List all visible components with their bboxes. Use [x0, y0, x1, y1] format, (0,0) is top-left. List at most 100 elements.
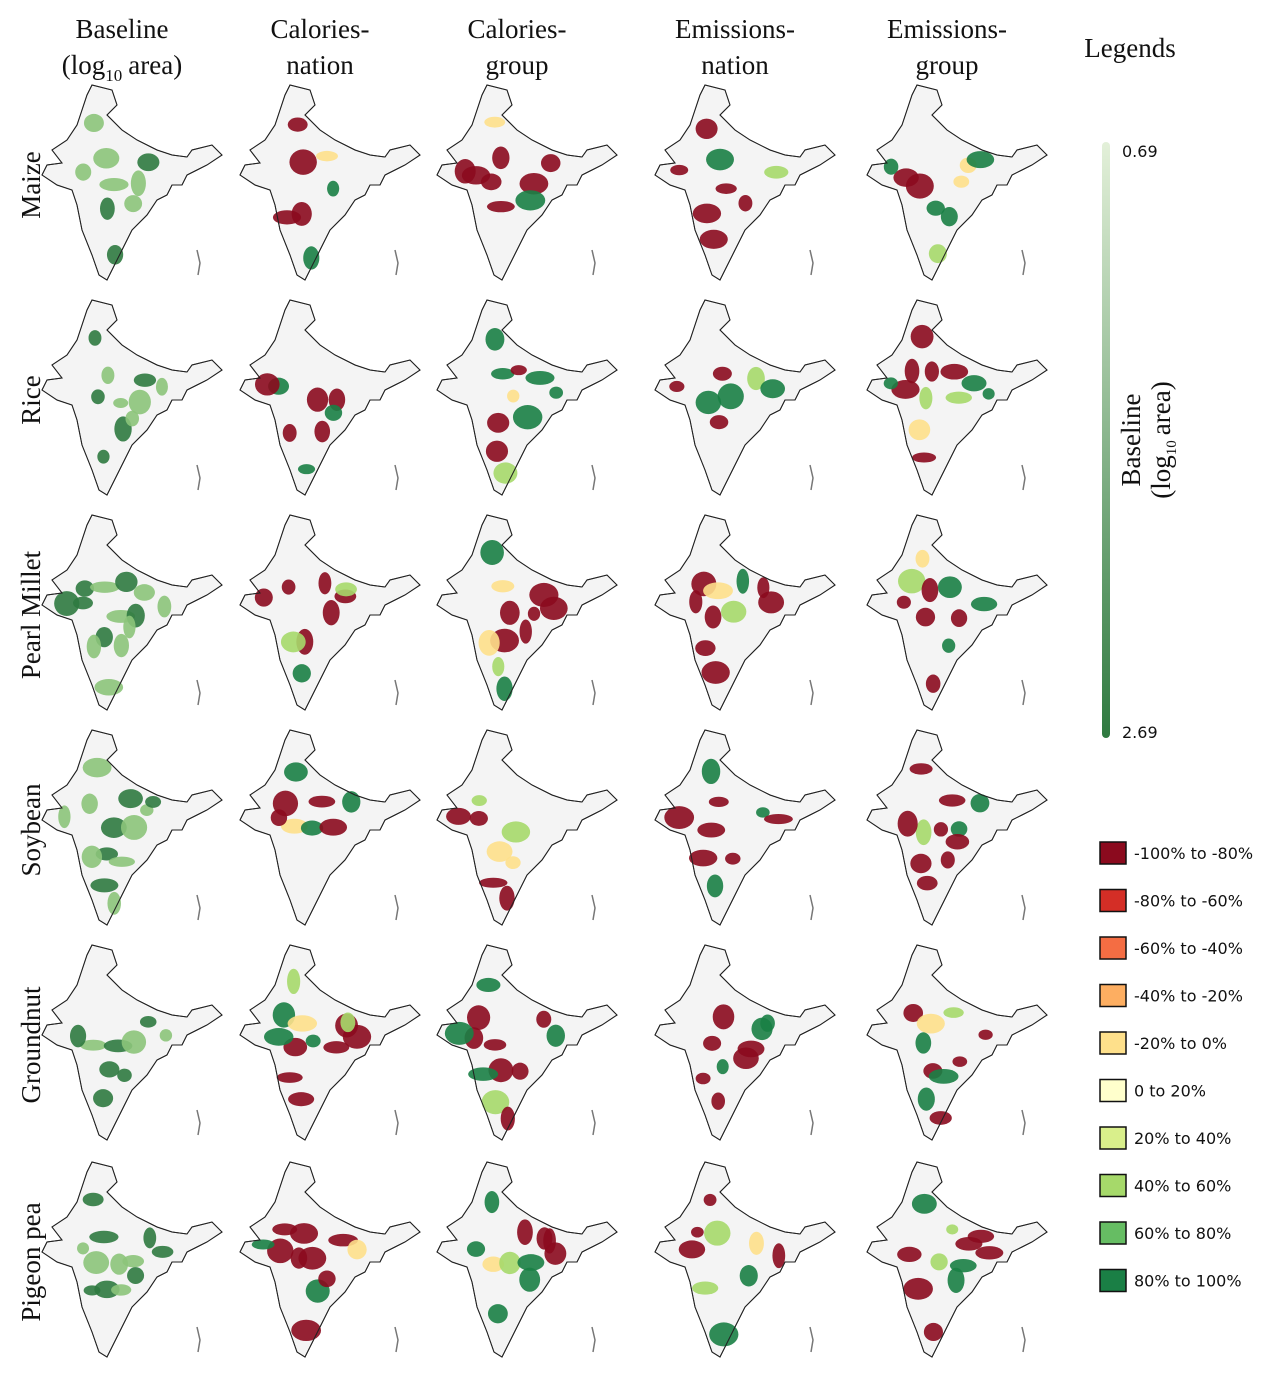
- map-region: [549, 387, 563, 399]
- map-region: [97, 450, 109, 464]
- map-region: [480, 540, 504, 565]
- map-region: [122, 1030, 146, 1053]
- map-region: [924, 1323, 943, 1341]
- map-region: [540, 597, 568, 620]
- column-header: group: [486, 50, 549, 80]
- map-region: [342, 791, 360, 812]
- map-region: [467, 1241, 485, 1257]
- map-region: [946, 1224, 958, 1234]
- legend-swatch: [1100, 1222, 1126, 1244]
- map-region: [925, 361, 939, 381]
- island: [1022, 465, 1025, 490]
- map-region: [325, 405, 342, 421]
- legend-label: -60% to -40%: [1134, 939, 1243, 958]
- map-region: [99, 1061, 119, 1077]
- map-region: [764, 166, 788, 179]
- map-region: [711, 1093, 725, 1110]
- legend-label: -20% to 0%: [1134, 1034, 1227, 1053]
- map-region: [115, 572, 137, 592]
- map-region: [87, 635, 101, 659]
- map-region: [700, 230, 728, 249]
- colorbar-max: 0.69: [1122, 142, 1158, 161]
- map-region: [100, 197, 115, 219]
- island: [197, 895, 200, 920]
- island: [197, 680, 200, 705]
- map-region: [737, 569, 750, 594]
- map-region: [898, 569, 925, 594]
- map: [437, 1162, 617, 1357]
- island: [592, 1110, 595, 1135]
- map-region: [318, 572, 331, 594]
- map-region: [939, 794, 966, 806]
- map-region: [484, 1039, 507, 1051]
- map: [867, 515, 1047, 710]
- map-region: [689, 590, 702, 613]
- island: [592, 1327, 595, 1352]
- map: [240, 300, 420, 495]
- map-region: [929, 244, 947, 263]
- map-region: [455, 159, 476, 184]
- island: [1022, 1110, 1025, 1135]
- map-region: [716, 183, 737, 194]
- island: [1022, 250, 1025, 275]
- map-region: [288, 117, 308, 131]
- map-region: [137, 153, 159, 171]
- island: [810, 1327, 813, 1352]
- map: [240, 85, 420, 280]
- map-region: [485, 1191, 500, 1213]
- map-region: [702, 661, 730, 684]
- map-region: [520, 619, 532, 643]
- map-region: [946, 834, 970, 849]
- map-region: [513, 405, 542, 429]
- map-region: [910, 854, 931, 873]
- map-region: [703, 1036, 721, 1051]
- map-region: [492, 147, 509, 170]
- island: [810, 680, 813, 705]
- map-region: [911, 325, 934, 348]
- legend-label: 40% to 60%: [1134, 1177, 1231, 1196]
- map-region: [515, 190, 545, 210]
- row-label: Groundnut: [16, 986, 46, 1103]
- map: [42, 730, 222, 925]
- map-region: [910, 763, 933, 774]
- legend-label: -80% to -60%: [1134, 892, 1243, 911]
- map-region: [122, 1255, 144, 1267]
- map: [655, 945, 835, 1140]
- column-header: Emissions-: [887, 14, 1007, 44]
- island: [810, 895, 813, 920]
- map-outline: [867, 945, 1047, 1140]
- map: [240, 515, 420, 710]
- island: [592, 465, 595, 490]
- legend-swatch: [1100, 1032, 1126, 1054]
- map-region: [499, 886, 514, 911]
- map-region: [93, 1089, 113, 1107]
- map-region: [493, 462, 517, 483]
- map-region: [884, 377, 898, 389]
- island: [592, 895, 595, 920]
- map: [437, 945, 617, 1140]
- map-region: [915, 1032, 931, 1053]
- map-region: [484, 117, 505, 128]
- map-region: [664, 806, 694, 829]
- legend-label: -100% to -80%: [1134, 844, 1253, 863]
- map-region: [492, 657, 504, 676]
- map: [42, 85, 222, 280]
- legend-swatch: [1100, 1175, 1126, 1197]
- island: [395, 250, 398, 275]
- map-region: [90, 878, 118, 892]
- map: [655, 730, 835, 925]
- island: [197, 1110, 200, 1135]
- map-region: [89, 1231, 118, 1243]
- map-region: [488, 1304, 508, 1323]
- map-region: [129, 390, 151, 415]
- map-region: [123, 616, 135, 639]
- island: [810, 1110, 813, 1135]
- map: [437, 730, 617, 925]
- map-region: [978, 1030, 992, 1040]
- map-region: [971, 597, 997, 611]
- map-region: [942, 639, 955, 653]
- colorbar-label-text: Baseline: [1116, 394, 1146, 487]
- map-region: [486, 441, 508, 462]
- map-region: [101, 367, 114, 384]
- legend-swatch: [1100, 842, 1126, 864]
